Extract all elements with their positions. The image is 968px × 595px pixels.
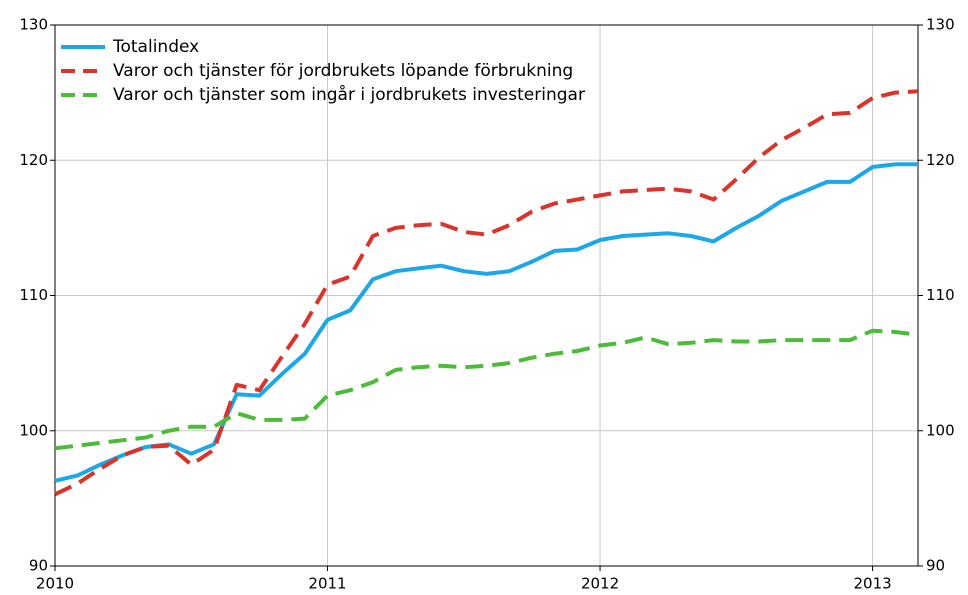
plot-frame	[54, 24, 919, 567]
y-tick-label: 120	[19, 151, 48, 169]
y-tick-label: 130	[19, 16, 48, 34]
y2-tick-label: 90	[926, 557, 945, 575]
legend-label: Totalindex	[112, 37, 199, 57]
y2-tick-label: 100	[926, 421, 955, 439]
x-tick-label: 2012	[581, 575, 619, 593]
x-tick-label: 2011	[308, 575, 346, 593]
series-line	[54, 162, 918, 483]
legend-label: Varor och tjänster för jordbrukets löpan…	[113, 61, 573, 81]
x-tick-label: 2013	[853, 575, 891, 593]
x-tick-label: 2010	[36, 575, 74, 593]
y-tick-label: 110	[19, 286, 48, 304]
series-line	[54, 328, 919, 451]
legend-label: Varor och tjänster som ingår i jordbruke…	[113, 84, 585, 105]
y2-tick-label: 130	[926, 16, 955, 34]
y-tick-label: 90	[29, 557, 48, 575]
y-tick-label: 100	[19, 421, 48, 439]
y2-tick-label: 110	[926, 286, 955, 304]
series-line	[54, 89, 919, 497]
legend: Totalindex Varor och tjänster för jordbru…	[61, 37, 585, 105]
y2-tick-label: 120	[926, 151, 955, 169]
